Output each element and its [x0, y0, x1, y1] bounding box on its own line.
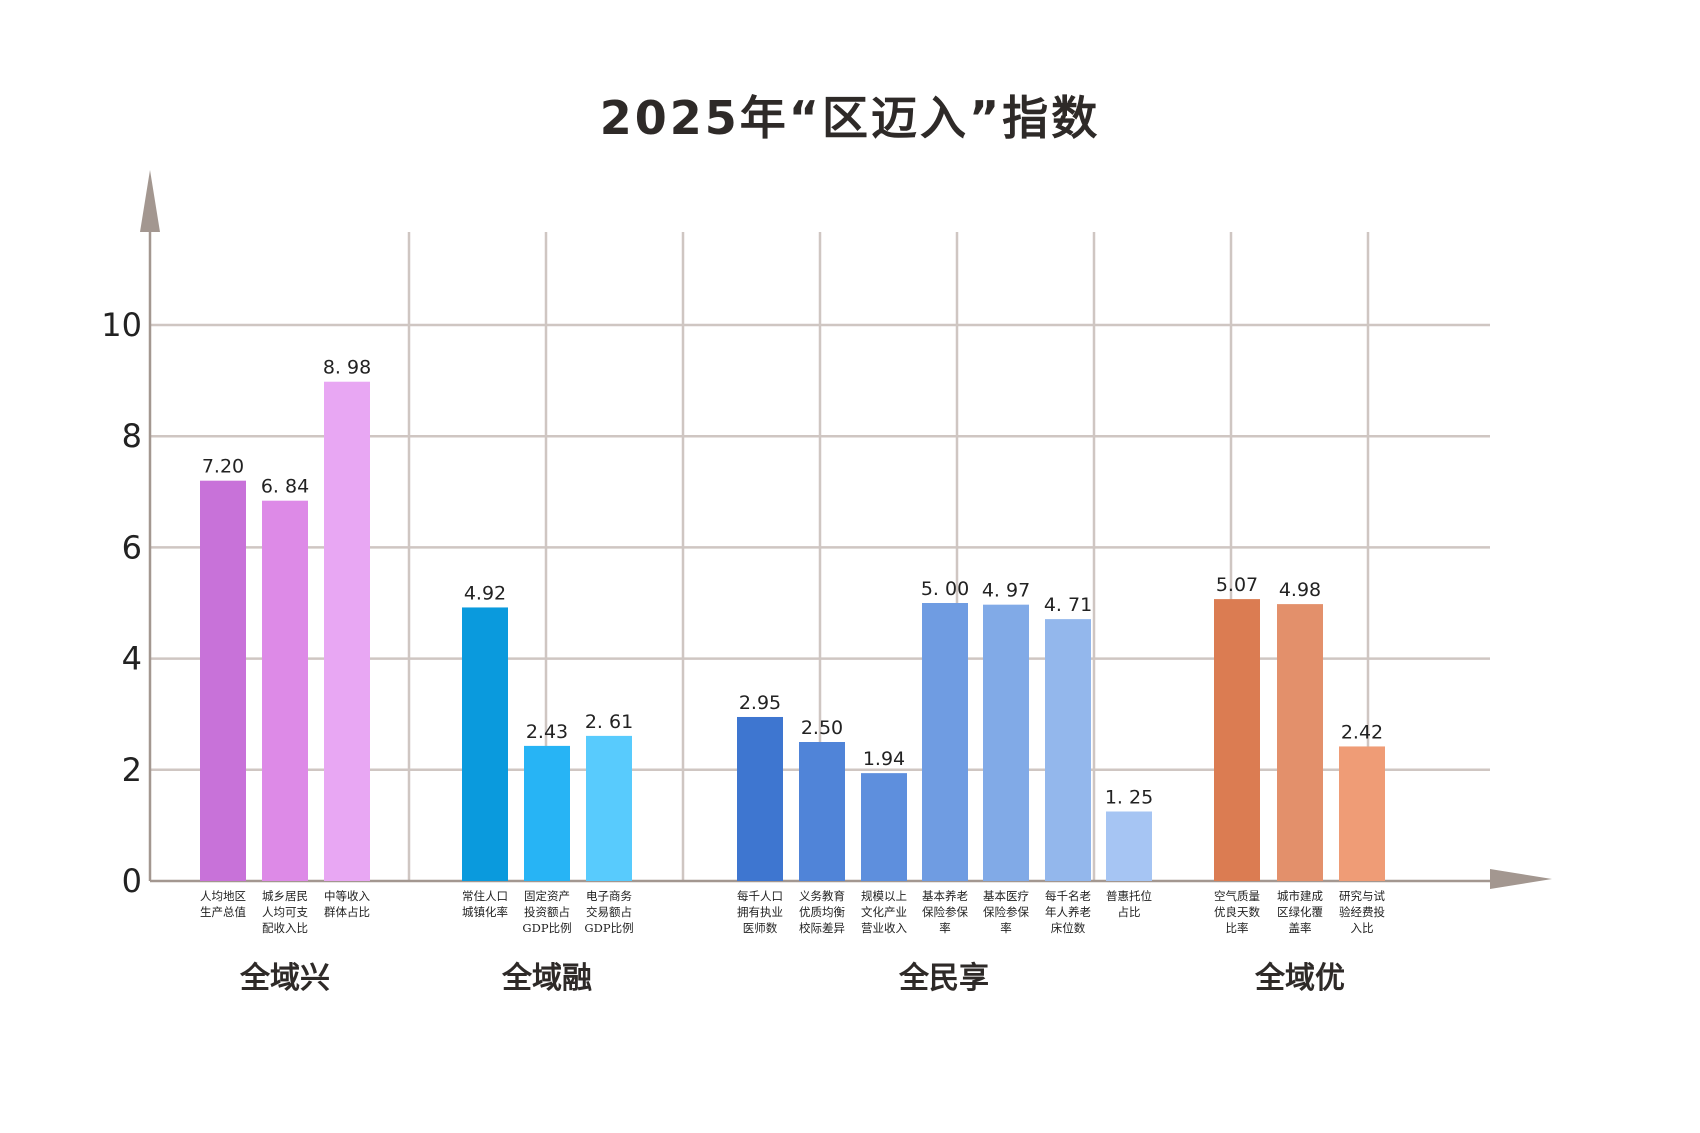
bar	[799, 742, 845, 881]
x-tick-label: 每千人口	[737, 889, 783, 903]
group-label: 全域兴	[239, 961, 330, 996]
x-tick-label: 营业收入	[861, 921, 907, 935]
x-axis-arrow	[1490, 869, 1552, 889]
bar	[262, 500, 308, 881]
x-tick-label: 每千名老	[1045, 889, 1091, 903]
bar	[462, 607, 508, 881]
bar	[1045, 619, 1091, 881]
x-tick-label: 研究与试	[1339, 889, 1385, 903]
x-tick-label: 电子商务	[586, 889, 632, 903]
data-label: 1. 25	[1105, 787, 1153, 809]
bar	[983, 604, 1029, 881]
bar	[1277, 604, 1323, 881]
bar	[1106, 811, 1152, 881]
group-label: 全域优	[1254, 961, 1345, 996]
bar	[737, 716, 783, 881]
data-label: 4. 97	[982, 580, 1030, 602]
y-tick-label: 4	[122, 640, 142, 678]
x-tick-label: 固定资产	[524, 889, 570, 903]
y-axis-arrow	[140, 170, 160, 232]
data-label: 2.43	[526, 721, 568, 743]
x-tick-label: 率	[939, 921, 951, 935]
x-tick-label: 城镇化率	[462, 905, 508, 919]
x-tick-label: 床位数	[1051, 921, 1086, 935]
x-tick-label: 年人养老	[1045, 905, 1091, 919]
bar	[922, 603, 968, 881]
y-tick-label: 10	[101, 306, 142, 344]
x-tick-label: 生产总值	[200, 905, 246, 919]
x-tick-label: 交易额占	[586, 905, 632, 919]
y-tick-label: 6	[122, 528, 142, 566]
bar	[200, 480, 246, 881]
x-tick-label: 比率	[1226, 921, 1249, 935]
x-tick-label: 文化产业	[861, 905, 907, 919]
data-label: 5. 00	[921, 578, 969, 600]
bar	[1339, 746, 1385, 881]
x-tick-label: 校际差异	[799, 921, 845, 935]
y-tick-label: 2	[122, 751, 142, 789]
data-label: 2.50	[801, 717, 843, 739]
data-label: 2. 61	[585, 711, 633, 733]
x-tick-label: 率	[1000, 921, 1012, 935]
bar	[861, 773, 907, 881]
x-tick-label: 优良天数	[1214, 905, 1260, 919]
x-tick-label: 义务教育	[799, 889, 845, 903]
x-tick-label: 常住人口	[462, 889, 508, 903]
x-tick-label: 普惠托位	[1106, 889, 1152, 903]
x-tick-label: GDP比例	[522, 921, 571, 935]
data-label: 4.98	[1279, 579, 1321, 601]
x-tick-label: 拥有执业	[737, 905, 783, 919]
x-tick-label: 占比	[1118, 905, 1141, 919]
x-tick-label: 中等收入	[324, 889, 370, 903]
x-tick-label: 配收入比	[262, 921, 308, 935]
data-label: 4. 71	[1044, 594, 1092, 616]
data-label: 2.42	[1341, 721, 1383, 743]
chart-title: 2025年“区迈入”指数	[599, 91, 1101, 145]
x-tick-label: 空气质量	[1214, 889, 1260, 903]
x-tick-label: 优质均衡	[799, 905, 845, 919]
x-tick-label: 医师数	[743, 921, 778, 935]
y-tick-label: 0	[122, 862, 142, 900]
x-tick-label: 投资额占	[524, 905, 570, 919]
group-label: 全民享	[898, 961, 989, 996]
data-label: 2.95	[739, 692, 781, 714]
bar	[524, 745, 570, 881]
x-tick-label: 保险参保	[922, 905, 968, 919]
data-label: 5.07	[1216, 574, 1258, 596]
x-tick-label: 入比	[1351, 921, 1374, 935]
x-tick-label: 区绿化覆	[1277, 905, 1323, 919]
bar	[586, 735, 632, 881]
bar	[324, 381, 370, 881]
x-tick-label: GDP比例	[584, 921, 633, 935]
data-label: 8. 98	[323, 357, 371, 379]
x-tick-label: 规模以上	[861, 889, 907, 903]
x-tick-label: 基本养老	[922, 889, 968, 903]
data-label: 7.20	[202, 456, 244, 478]
x-tick-label: 人均地区	[200, 889, 246, 903]
bar	[1214, 599, 1260, 881]
x-tick-label: 城市建成	[1277, 889, 1323, 903]
x-tick-label: 群体占比	[324, 905, 370, 919]
x-tick-label: 城乡居民	[262, 889, 308, 903]
x-tick-label: 人均可支	[262, 905, 308, 919]
x-tick-label: 盖率	[1289, 921, 1312, 935]
x-tick-label: 保险参保	[983, 905, 1029, 919]
group-label: 全域融	[501, 961, 592, 996]
x-tick-label: 基本医疗	[983, 889, 1029, 903]
data-label: 4.92	[464, 582, 506, 604]
data-label: 1.94	[863, 748, 905, 770]
x-tick-label: 验经费投	[1339, 905, 1385, 919]
y-tick-label: 8	[122, 417, 142, 455]
data-label: 6. 84	[261, 476, 309, 498]
